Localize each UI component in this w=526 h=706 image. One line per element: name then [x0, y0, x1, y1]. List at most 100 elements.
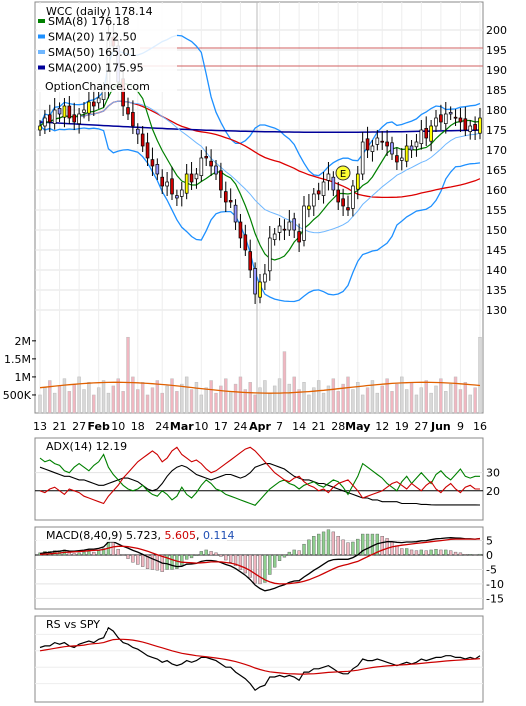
macd-histogram-bar	[400, 548, 404, 556]
macd-histogram-bar	[346, 542, 350, 556]
x-tick-label: 17	[214, 420, 228, 433]
macd-histogram-bar	[97, 550, 101, 556]
candle-body	[223, 191, 228, 203]
candlestick	[404, 134, 409, 168]
candle-body	[311, 193, 316, 207]
legend-swatch	[38, 65, 45, 70]
candle-body	[87, 101, 91, 114]
candlestick	[292, 212, 297, 238]
candle-body	[179, 189, 184, 197]
candle-body	[336, 189, 341, 203]
macd-histogram-bar	[302, 543, 306, 556]
macd-histogram-bar	[185, 554, 189, 560]
x-tick-label: 10	[194, 420, 208, 433]
volume-bar	[180, 383, 184, 414]
macd-histogram-bar	[77, 552, 81, 556]
candlestick	[47, 104, 52, 132]
volume-bar	[331, 378, 336, 414]
volume-tick-label: 1M	[15, 371, 32, 384]
candlestick	[199, 150, 204, 182]
volume-bar	[111, 385, 116, 414]
candlestick	[316, 182, 321, 200]
candle-body	[478, 117, 482, 134]
candle-body	[321, 181, 326, 196]
candle-body	[399, 157, 404, 161]
candle-body	[91, 101, 96, 107]
candlestick	[463, 106, 468, 136]
candle-body	[297, 231, 301, 243]
candle-body	[72, 114, 77, 123]
candle-body	[453, 116, 458, 119]
price-tick-label: 160	[486, 184, 507, 197]
volume-bar	[228, 391, 233, 414]
volume-bar	[316, 380, 321, 414]
candle-body	[184, 173, 189, 194]
macd-histogram-bar	[121, 554, 125, 556]
volume-bar	[160, 392, 164, 414]
candle-body	[189, 173, 194, 183]
candle-body	[307, 205, 311, 210]
candle-body	[67, 105, 72, 119]
candlestick	[429, 120, 433, 152]
candle-body	[47, 114, 52, 123]
adx-title: ADX(14) 12.19	[46, 440, 127, 453]
earnings-circle	[335, 165, 351, 181]
legend-swatch	[38, 34, 45, 39]
x-tick-label: 16	[473, 420, 487, 433]
candle-body	[360, 141, 365, 175]
candle-body	[443, 113, 448, 124]
macd-histogram-bar	[317, 533, 321, 556]
macd-histogram-bar	[87, 551, 91, 556]
candlestick	[263, 264, 267, 290]
macd-histogram-bar	[258, 554, 262, 585]
macd-histogram-bar	[444, 549, 448, 556]
sma-20-line	[39, 100, 481, 234]
price-tick-label: 155	[486, 204, 507, 217]
x-tick-label: 12	[375, 420, 389, 433]
candle-body	[409, 145, 414, 151]
rs-line-rs	[39, 626, 481, 692]
volume-bar	[404, 389, 409, 414]
candlestick	[453, 109, 458, 126]
macd-histogram-bar	[429, 549, 433, 556]
macd-histogram-bar	[365, 533, 370, 556]
macd-histogram-bar	[229, 554, 233, 563]
macd-histogram-bar	[395, 545, 399, 556]
macd-tick-label: 5	[486, 535, 493, 548]
volume-bar	[96, 387, 101, 414]
volume-bar	[312, 387, 316, 414]
candle-body	[248, 251, 253, 271]
macd-histogram-bar	[453, 551, 458, 556]
candlestick	[341, 188, 345, 216]
candlestick	[346, 195, 350, 216]
volume-bar	[356, 382, 360, 414]
volume-bar	[370, 380, 375, 414]
rs-series	[39, 626, 481, 692]
adx-grid	[35, 472, 483, 492]
price-tick-label: 150	[486, 224, 507, 237]
candle-body	[62, 105, 67, 118]
candle-body	[351, 185, 355, 209]
macd-histogram-bar	[165, 554, 169, 570]
price-tick-label: 135	[486, 284, 507, 297]
macd-histogram-bar	[326, 529, 331, 556]
volume-bar	[238, 376, 243, 414]
x-tick-label: 10	[111, 420, 125, 433]
rs-grid	[35, 633, 483, 685]
volume-bar	[43, 387, 47, 414]
macd-histogram-bar	[136, 554, 140, 565]
volume-bar	[155, 380, 160, 414]
volume-bar	[82, 389, 86, 414]
candlestick	[424, 116, 429, 146]
macd-histogram-bar	[145, 554, 150, 569]
candlestick	[370, 140, 375, 162]
macd-histogram-bar	[468, 554, 472, 556]
candle-body	[214, 165, 218, 175]
candlestick	[414, 134, 419, 157]
candlestick	[189, 162, 194, 190]
volume-bar	[351, 389, 355, 414]
candle-body	[194, 173, 199, 180]
candle-body	[414, 141, 419, 148]
candle-body	[57, 108, 62, 115]
chart-title: WCC (daily) 178.14	[46, 5, 153, 18]
